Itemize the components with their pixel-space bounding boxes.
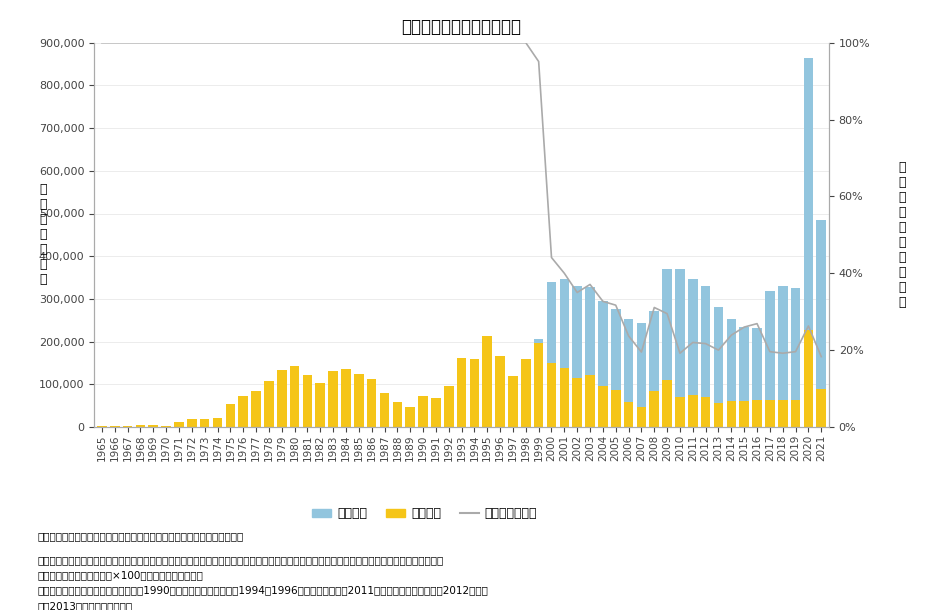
Bar	[624, 320, 633, 401]
Bar	[200, 420, 209, 427]
Bar	[714, 403, 723, 427]
Bar	[753, 328, 762, 400]
Bar	[701, 286, 710, 396]
Bar	[341, 369, 350, 427]
Bar	[110, 426, 120, 427]
Bar	[354, 375, 364, 427]
Bar	[560, 279, 569, 368]
Bar	[817, 220, 826, 389]
Bar	[726, 401, 736, 427]
建設国債の割合	[122, 39, 133, 46]
Bar	[624, 401, 633, 427]
Bar	[739, 327, 749, 401]
Bar	[366, 379, 377, 427]
Bar	[405, 407, 415, 427]
Bar	[585, 375, 594, 427]
Bar	[122, 426, 133, 427]
Bar	[573, 285, 582, 378]
Bar	[329, 371, 338, 427]
Y-axis label: 発
行
額
（
億
円
）: 発 行 額 （ 億 円 ）	[39, 184, 46, 286]
Text: 出典）財務省「国債発行額の推移（実績ベース）」より国土交通省作成。: 出典）財務省「国債発行額の推移（実績ベース）」より国土交通省作成。	[38, 531, 244, 540]
Text: 注２）特例国債には、臨時特別国債（1990年度）、減税特例国債（1994～1996年度）、復興債（2011年度）、年金特例国債（2012年度・: 注２）特例国債には、臨時特別国債（1990年度）、減税特例国債（1994～199…	[38, 586, 489, 595]
Bar	[457, 358, 466, 427]
Bar	[174, 422, 184, 427]
Bar	[482, 337, 492, 427]
Bar	[611, 309, 621, 390]
Text: 2013年度）を含まない。: 2013年度）を含まない。	[38, 601, 133, 610]
Bar	[225, 404, 236, 427]
Bar	[585, 287, 594, 375]
Bar	[431, 398, 441, 427]
建設国債の割合	[597, 298, 609, 305]
Bar	[546, 282, 557, 363]
建設国債の割合	[289, 39, 300, 46]
Bar	[662, 380, 672, 427]
Bar	[495, 356, 505, 427]
Bar	[611, 390, 621, 427]
Bar	[739, 401, 749, 427]
Bar	[688, 279, 698, 395]
Bar	[753, 400, 762, 427]
Bar	[149, 425, 158, 427]
Bar	[817, 389, 826, 427]
Bar	[675, 269, 685, 396]
Bar	[316, 382, 325, 427]
Bar	[264, 381, 274, 427]
Legend: 特例国債, 建設国債, 建設国債の割合: 特例国債, 建設国債, 建設国債の割合	[307, 503, 543, 525]
Bar	[302, 375, 312, 427]
Bar	[598, 386, 608, 427]
Bar	[804, 330, 813, 427]
建設国債の割合	[816, 353, 827, 361]
Bar	[521, 359, 530, 427]
Bar	[790, 400, 801, 427]
Bar	[238, 396, 248, 427]
Bar	[765, 400, 774, 427]
建設国債の割合	[584, 281, 595, 288]
建設国債の割合	[135, 39, 146, 46]
建設国債の割合	[96, 39, 107, 46]
Bar	[252, 391, 261, 427]
Line: 建設国債の割合: 建設国債の割合	[102, 43, 821, 357]
Bar	[380, 393, 389, 427]
Bar	[444, 386, 453, 427]
Bar	[637, 323, 646, 407]
Bar	[778, 286, 788, 400]
Bar	[649, 312, 659, 391]
Bar	[290, 367, 300, 427]
Bar	[470, 359, 479, 427]
Bar	[393, 402, 402, 427]
Bar	[534, 339, 544, 343]
Bar	[161, 426, 171, 427]
Title: 年度每の国債発行額の推移: 年度每の国債発行額の推移	[401, 18, 522, 35]
Bar	[778, 400, 788, 427]
Bar	[97, 426, 106, 427]
Bar	[726, 319, 736, 401]
Bar	[508, 376, 518, 427]
Bar	[765, 291, 774, 400]
Y-axis label: 建
設
国
債
の
割
合
（
％
）: 建 設 国 債 の 割 合 （ ％ ）	[899, 161, 906, 309]
Bar	[662, 268, 672, 380]
Bar	[790, 289, 801, 400]
Bar	[213, 418, 222, 427]
Bar	[546, 363, 557, 427]
建設国債の割合	[404, 39, 415, 46]
Bar	[573, 378, 582, 427]
Bar	[714, 307, 723, 403]
Bar	[804, 59, 813, 330]
Bar	[688, 395, 698, 427]
Bar	[637, 407, 646, 427]
Bar	[560, 368, 569, 427]
Bar	[675, 396, 685, 427]
Bar	[534, 343, 544, 427]
Bar	[649, 391, 659, 427]
Bar	[418, 396, 428, 427]
Bar	[187, 418, 197, 427]
Bar	[701, 396, 710, 427]
Bar	[598, 301, 608, 386]
Text: 注１）図中の「国債発行額」は、建設国債、特例国債の発行額合計をいう。また、右軸「建設国債の割合」は「建設国債発行額／（建設国債発行: 注１）図中の「国債発行額」は、建設国債、特例国債の発行額合計をいう。また、右軸「…	[38, 555, 444, 565]
Bar	[277, 370, 286, 427]
Bar	[136, 425, 145, 427]
Text: 額＋特例国債発行額）×100」によって算出した。: 額＋特例国債発行額）×100」によって算出した。	[38, 570, 203, 580]
